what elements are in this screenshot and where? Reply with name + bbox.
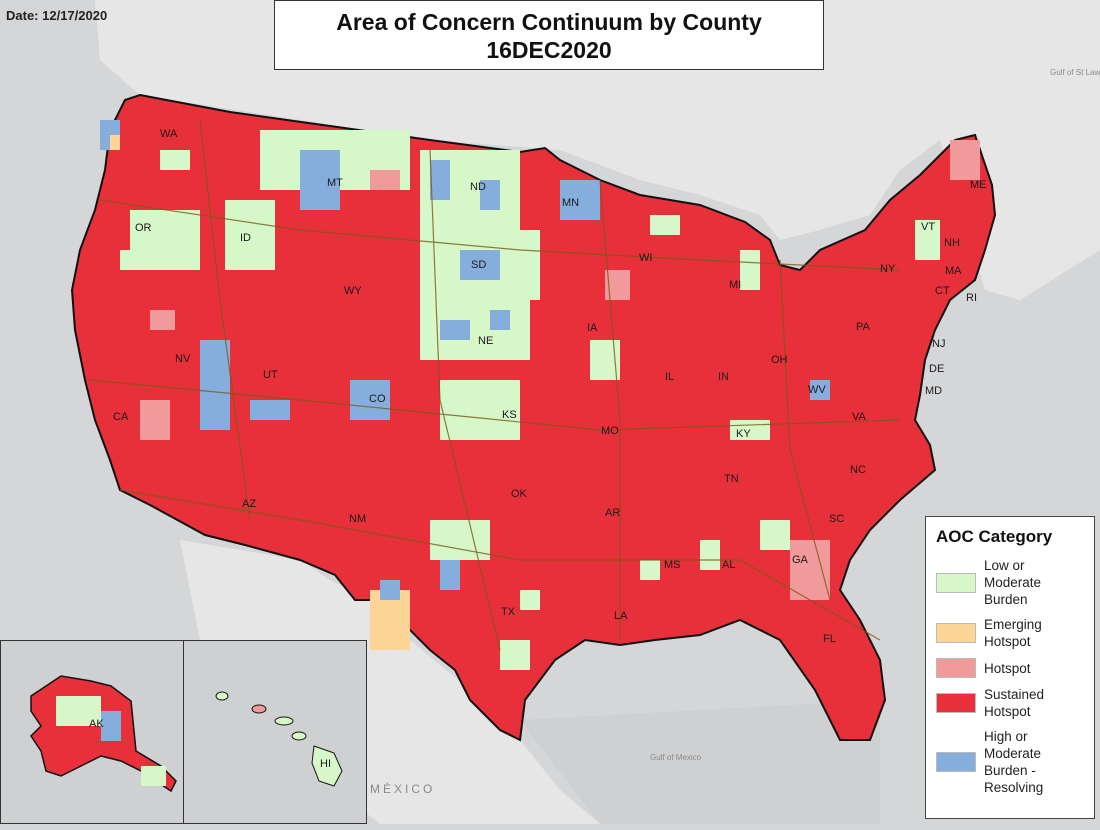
state-label: CT	[935, 285, 950, 297]
mexico-label: MÉXICO	[370, 781, 435, 796]
state-label: AR	[605, 507, 620, 519]
state-label: SC	[829, 513, 844, 525]
state-label: MA	[945, 265, 962, 277]
state-label: OH	[771, 354, 788, 366]
state-label: ID	[240, 232, 251, 244]
legend-item: Hotspot	[936, 658, 1086, 678]
state-label: MN	[562, 197, 579, 209]
title-line-2: 16DEC2020	[486, 37, 612, 63]
state-label: UT	[263, 369, 278, 381]
state-label: WY	[344, 285, 362, 297]
state-label: NJ	[932, 338, 945, 350]
legend-swatch	[936, 693, 976, 713]
legend-swatch	[936, 658, 976, 678]
state-label: AZ	[242, 498, 256, 510]
legend-swatch	[936, 752, 976, 772]
hawaii-map: HI	[215, 691, 343, 787]
title-line-1: Area of Concern Continuum by County	[336, 9, 762, 35]
state-label: WA	[160, 128, 178, 140]
state-label: IL	[665, 371, 674, 383]
mexico-landmass	[180, 540, 600, 824]
legend-label: Emerging Hotspot	[984, 617, 1042, 649]
state-label: MT	[327, 177, 343, 189]
state-label: IA	[587, 322, 598, 334]
state-label: SD	[471, 259, 486, 271]
legend-swatch	[936, 572, 976, 593]
state-label: WV	[808, 384, 826, 396]
legend: AOC Category Low or Moderate Burden Emer…	[925, 516, 1095, 819]
legend-label: Sustained Hotspot	[984, 687, 1045, 719]
state-label: NC	[850, 464, 866, 476]
hawaii-inset: HI	[183, 640, 367, 824]
state-label: TN	[724, 473, 739, 485]
legend-title: AOC Category	[936, 527, 1053, 546]
state-label: WI	[639, 252, 652, 264]
state-label: OR	[135, 222, 152, 234]
state-labels: WA OR CA ID NV MT WY UT AZ CO NM ND SD N…	[113, 128, 987, 645]
state-label: GA	[792, 554, 809, 566]
legend-item: Sustained Hotspot	[936, 686, 1086, 720]
state-label: CA	[113, 411, 129, 423]
road-network	[89, 119, 901, 651]
state-label: DE	[929, 363, 944, 375]
gulf-of-st-lawrence-label: Gulf of St Lawrence	[1050, 68, 1100, 77]
legend-label: High or Moderate Burden - Resolving	[984, 729, 1044, 795]
legend-item: Emerging Hotspot	[936, 616, 1086, 650]
state-label: LA	[614, 610, 628, 622]
state-label: NV	[175, 353, 191, 365]
state-label: HI	[320, 758, 331, 770]
state-label: MI	[729, 279, 741, 291]
state-label: KY	[736, 428, 751, 440]
date-label: Date: 12/17/2020	[6, 8, 108, 23]
state-label: MD	[925, 385, 942, 397]
state-label: VT	[921, 221, 935, 233]
state-label: VA	[852, 411, 867, 423]
state-label: NY	[880, 263, 896, 275]
gulf-of-mexico-label: Gulf of Mexico	[650, 753, 702, 762]
legend-label: Low or Moderate Burden	[984, 558, 1042, 607]
state-label: RI	[966, 292, 977, 304]
state-label: AK	[89, 718, 104, 730]
state-label: KS	[502, 409, 517, 421]
state-label: NH	[944, 237, 960, 249]
state-label: FL	[823, 633, 836, 645]
alaska-map: AK	[30, 675, 177, 793]
alaska-inset: AK	[0, 640, 184, 824]
geo-labels: MÉXICO Gulf of Mexico Gulf of St Lawrenc…	[370, 68, 1100, 796]
legend-label: Hotspot	[984, 660, 1031, 676]
state-label: MS	[664, 559, 681, 571]
state-label: CO	[369, 393, 386, 405]
state-label: NE	[478, 335, 493, 347]
county-patches	[100, 120, 980, 670]
state-label: ME	[970, 179, 987, 191]
state-label: AL	[722, 559, 735, 571]
contiguous-us	[70, 93, 997, 742]
state-label: ND	[470, 181, 486, 193]
state-label: IN	[718, 371, 729, 383]
state-label: NM	[349, 513, 366, 525]
canada-landmass	[95, 0, 1100, 300]
state-label: TX	[501, 606, 516, 618]
state-label: MO	[601, 425, 619, 437]
map-title: Area of Concern Continuum by County 16DE…	[274, 0, 824, 70]
legend-item: High or Moderate Burden - Resolving	[936, 728, 1086, 796]
legend-item: Low or Moderate Burden	[936, 557, 1086, 608]
legend-swatch	[936, 623, 976, 643]
state-label: OK	[511, 488, 528, 500]
state-label: PA	[856, 321, 871, 333]
gulf-water	[520, 700, 880, 824]
